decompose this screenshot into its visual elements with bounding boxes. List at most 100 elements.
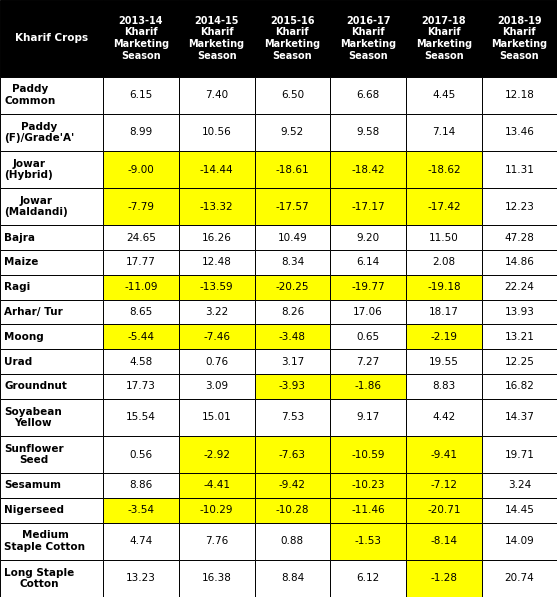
Bar	[103, 374, 179, 399]
Bar	[406, 436, 482, 473]
Bar	[482, 188, 557, 225]
Bar	[103, 560, 179, 597]
Bar	[255, 0, 330, 76]
Bar	[330, 436, 406, 473]
Bar	[330, 114, 406, 151]
Text: -9.41: -9.41	[431, 450, 457, 460]
Text: Paddy
Common: Paddy Common	[4, 84, 56, 106]
Text: Bajra: Bajra	[4, 233, 36, 242]
Bar	[330, 374, 406, 399]
Text: 6.14: 6.14	[356, 257, 380, 267]
Text: 13.46: 13.46	[505, 127, 534, 137]
Bar	[179, 349, 255, 374]
Text: 0.76: 0.76	[205, 356, 228, 367]
Text: -1.86: -1.86	[355, 381, 382, 392]
Text: 12.23: 12.23	[505, 202, 534, 212]
Bar	[0, 473, 103, 498]
Bar	[406, 225, 482, 250]
Text: 14.09: 14.09	[505, 536, 534, 546]
Bar	[0, 399, 103, 436]
Bar	[255, 324, 330, 349]
Bar	[0, 275, 103, 300]
Text: -18.61: -18.61	[276, 165, 309, 174]
Text: Moong: Moong	[4, 332, 44, 342]
Text: -17.17: -17.17	[351, 202, 385, 212]
Bar	[179, 188, 255, 225]
Bar	[406, 0, 482, 76]
Text: 22.24: 22.24	[505, 282, 534, 293]
Bar	[406, 114, 482, 151]
Text: 3.09: 3.09	[205, 381, 228, 392]
Bar	[103, 76, 179, 114]
Bar	[482, 349, 557, 374]
Text: 17.73: 17.73	[126, 381, 156, 392]
Text: 2014-15
Kharif
Marketing
Season: 2014-15 Kharif Marketing Season	[189, 16, 245, 61]
Bar	[103, 0, 179, 76]
Text: -19.77: -19.77	[351, 282, 385, 293]
Text: 2016-17
Kharif
Marketing
Season: 2016-17 Kharif Marketing Season	[340, 16, 396, 61]
Bar	[0, 76, 103, 114]
Text: 2015-16
Kharif
Marketing
Season: 2015-16 Kharif Marketing Season	[265, 16, 320, 61]
Text: 24.65: 24.65	[126, 233, 156, 242]
Bar	[179, 473, 255, 498]
Text: 4.42: 4.42	[432, 413, 456, 422]
Bar	[103, 399, 179, 436]
Bar	[255, 76, 330, 114]
Text: Urad: Urad	[4, 356, 33, 367]
Bar	[255, 349, 330, 374]
Bar	[0, 560, 103, 597]
Bar	[482, 498, 557, 522]
Text: -8.14: -8.14	[431, 536, 457, 546]
Bar	[330, 250, 406, 275]
Bar	[255, 275, 330, 300]
Text: 20.74: 20.74	[505, 573, 534, 583]
Bar	[330, 560, 406, 597]
Bar	[0, 324, 103, 349]
Text: 9.17: 9.17	[356, 413, 380, 422]
Bar	[406, 560, 482, 597]
Bar	[179, 560, 255, 597]
Text: Kharif Crops: Kharif Crops	[15, 33, 88, 44]
Bar	[179, 374, 255, 399]
Bar	[330, 522, 406, 560]
Bar	[482, 151, 557, 188]
Bar	[179, 300, 255, 324]
Bar	[103, 300, 179, 324]
Text: 0.88: 0.88	[281, 536, 304, 546]
Text: -1.53: -1.53	[355, 536, 382, 546]
Text: Sesamum: Sesamum	[4, 481, 61, 491]
Text: 17.77: 17.77	[126, 257, 156, 267]
Text: 8.26: 8.26	[281, 307, 304, 317]
Bar	[179, 498, 255, 522]
Text: 4.74: 4.74	[129, 536, 153, 546]
Bar	[482, 225, 557, 250]
Bar	[179, 324, 255, 349]
Text: -4.41: -4.41	[203, 481, 230, 491]
Bar	[255, 114, 330, 151]
Text: 12.25: 12.25	[505, 356, 534, 367]
Text: 6.15: 6.15	[129, 90, 153, 100]
Text: -9.00: -9.00	[128, 165, 154, 174]
Bar	[179, 522, 255, 560]
Text: 13.93: 13.93	[505, 307, 534, 317]
Bar	[406, 473, 482, 498]
Text: 6.68: 6.68	[356, 90, 380, 100]
Bar	[406, 275, 482, 300]
Bar	[482, 275, 557, 300]
Text: -3.54: -3.54	[128, 505, 154, 515]
Text: 10.56: 10.56	[202, 127, 232, 137]
Bar	[179, 0, 255, 76]
Bar	[406, 374, 482, 399]
Bar	[406, 498, 482, 522]
Bar	[103, 275, 179, 300]
Text: 6.50: 6.50	[281, 90, 304, 100]
Text: 7.53: 7.53	[281, 413, 304, 422]
Text: -19.18: -19.18	[427, 282, 461, 293]
Bar	[103, 324, 179, 349]
Bar	[179, 114, 255, 151]
Bar	[179, 225, 255, 250]
Bar	[0, 151, 103, 188]
Bar	[482, 324, 557, 349]
Text: Jowar
(Hybrid): Jowar (Hybrid)	[4, 159, 53, 180]
Text: 14.86: 14.86	[505, 257, 534, 267]
